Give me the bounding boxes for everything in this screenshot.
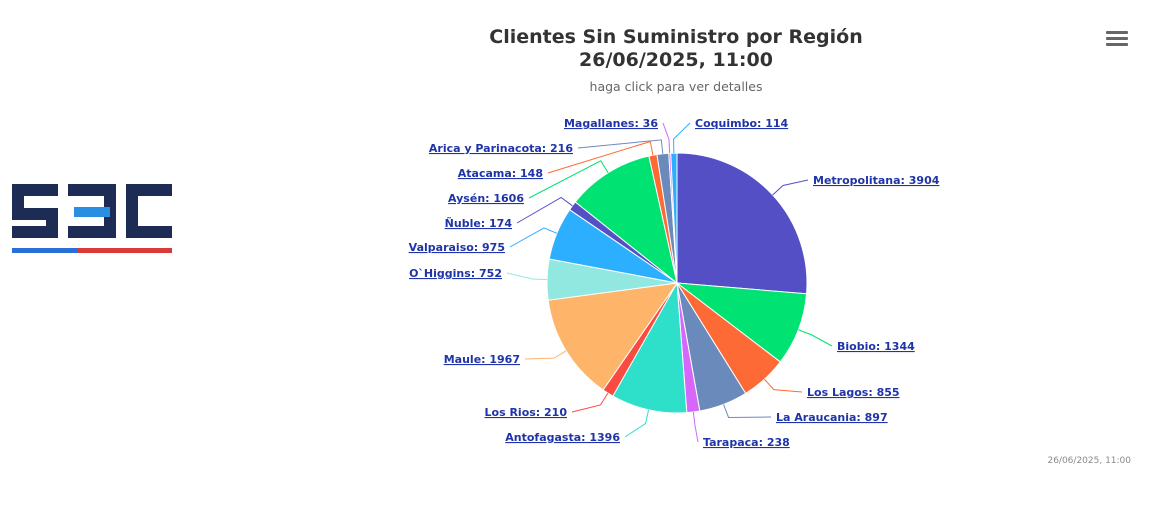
data-label[interactable]: Antofagasta: 1396 xyxy=(505,431,620,444)
chart-title: Clientes Sin Suministro por Región 26/06… xyxy=(376,26,976,72)
connector-line xyxy=(662,122,671,154)
chart-title-line1: Clientes Sin Suministro por Región xyxy=(489,26,863,48)
data-label[interactable]: Ñuble: 174 xyxy=(445,217,513,230)
data-label[interactable]: Atacama: 148 xyxy=(458,167,543,180)
data-label[interactable]: Biobio: 1344 xyxy=(837,340,915,353)
data-label[interactable]: Metropolitana: 3904 xyxy=(813,174,940,187)
pie-slice-aysén[interactable] xyxy=(574,155,678,285)
footer-timestamp: 26/06/2025, 11:00 xyxy=(1047,456,1131,466)
data-label[interactable]: Los Rios: 210 xyxy=(485,406,568,419)
connector-line xyxy=(764,378,803,393)
data-label[interactable]: La Araucania: 897 xyxy=(776,411,888,424)
data-label[interactable]: Los Lagos: 855 xyxy=(807,386,900,399)
pie-slice-antofagasta[interactable] xyxy=(612,281,688,414)
connector-line xyxy=(506,272,548,281)
data-label[interactable]: Maule: 1967 xyxy=(444,353,520,366)
chart-subtitle: haga click para ver detalles xyxy=(589,79,763,94)
sec-logo xyxy=(12,184,172,253)
connector-line xyxy=(692,411,699,443)
connector-line xyxy=(547,140,654,174)
connector-line xyxy=(624,409,650,438)
data-label[interactable]: Aysén: 1606 xyxy=(448,192,524,205)
connector-line xyxy=(772,179,809,196)
connector-line xyxy=(524,350,567,360)
data-label[interactable]: Valparaiso: 975 xyxy=(409,241,505,254)
connector-line xyxy=(798,329,833,347)
chart-title-line2: 26/06/2025, 11:00 xyxy=(579,49,773,71)
hamburger-menu-icon[interactable] xyxy=(1106,29,1128,49)
connector-line xyxy=(673,122,691,154)
data-label[interactable]: Magallanes: 36 xyxy=(564,117,658,130)
data-label[interactable]: Arica y Parinacota: 216 xyxy=(429,142,573,155)
connector-line xyxy=(723,404,772,418)
connector-line xyxy=(509,227,558,248)
connector-line xyxy=(577,139,664,154)
data-label[interactable]: Tarapaca: 238 xyxy=(703,436,790,449)
data-label[interactable]: Coquimbo: 114 xyxy=(695,117,789,130)
connector-line xyxy=(571,392,609,413)
pie-slice-metropolitana[interactable] xyxy=(676,152,808,295)
pie-slice-maule[interactable] xyxy=(547,282,679,391)
connector-line xyxy=(528,160,609,199)
data-label[interactable]: O`Higgins: 752 xyxy=(409,267,502,280)
connector-line xyxy=(516,196,573,224)
pie-slice-coquimbo[interactable] xyxy=(670,152,678,284)
